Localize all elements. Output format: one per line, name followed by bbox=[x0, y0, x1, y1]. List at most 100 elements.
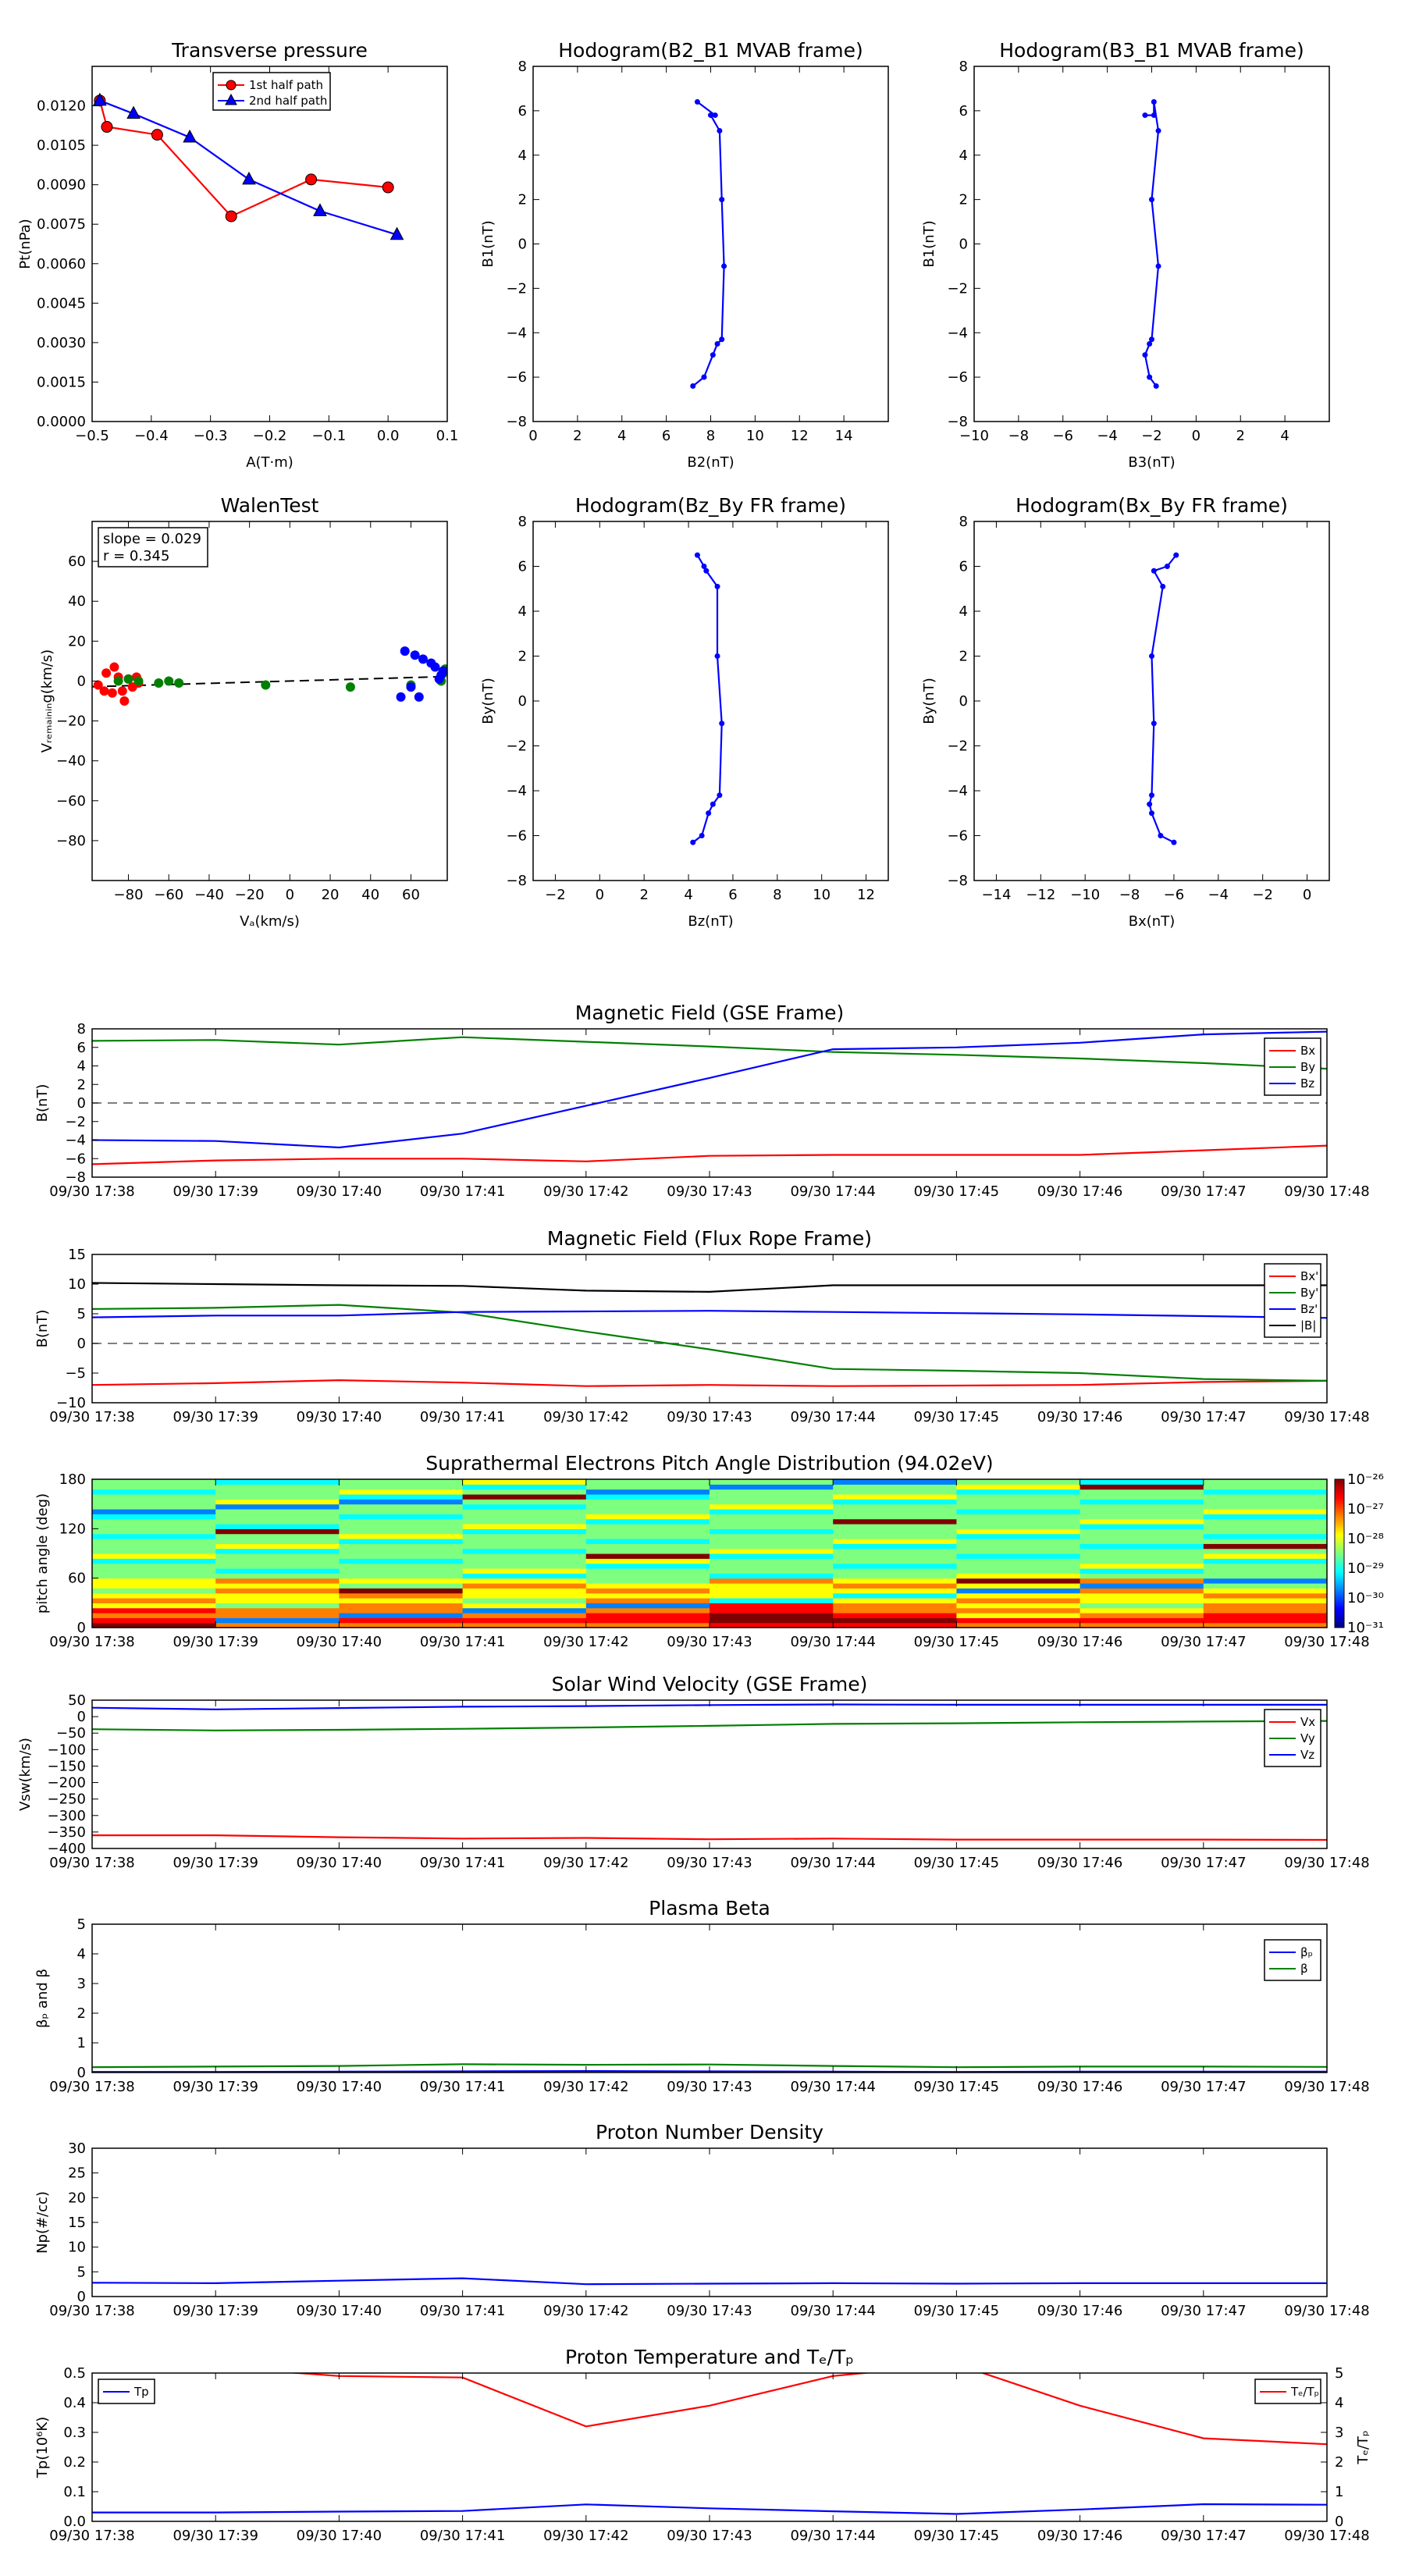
pad-cell bbox=[1203, 1489, 1328, 1495]
walen-frame bbox=[91, 521, 448, 881]
pad-xtick-label: 09/30 17:43 bbox=[667, 1634, 752, 1650]
walen-ytick-label: −20 bbox=[56, 713, 86, 730]
pad-cell bbox=[710, 1514, 834, 1520]
hodo_bxby-point bbox=[1160, 583, 1166, 589]
pad-cell bbox=[1203, 1613, 1328, 1618]
transverse-xtick-label: −0.2 bbox=[253, 428, 287, 444]
hodo_b2b1-point bbox=[714, 340, 720, 347]
mag_gse-xtick-label: 09/30 17:39 bbox=[173, 1183, 258, 1200]
pad-cell bbox=[710, 1558, 834, 1564]
hodo_bzby-point bbox=[699, 833, 705, 838]
transverse-point bbox=[382, 181, 394, 194]
pad-cell bbox=[956, 1509, 1081, 1514]
hodo_bxby-point bbox=[1149, 792, 1154, 799]
pad-cell bbox=[462, 1548, 587, 1554]
pad-cell bbox=[215, 1592, 340, 1599]
transverse-ytick-label: 0.0045 bbox=[37, 295, 86, 311]
panel-beta: Plasma Beta 0 1 2 3 4 5 09/30 17:38 09/30 17:39 0… bbox=[34, 1897, 1370, 2095]
pad-cell bbox=[1080, 1617, 1204, 1624]
pad-cell bbox=[833, 1598, 957, 1603]
walen-point bbox=[154, 678, 164, 688]
pad-cell bbox=[1203, 1479, 1328, 1485]
pad-cell bbox=[1080, 1598, 1204, 1603]
pad-cell bbox=[710, 1603, 834, 1609]
hodo_bxby-ytick-label: 2 bbox=[959, 649, 968, 665]
pad-cell bbox=[462, 1622, 587, 1628]
hodo_b3b1-ytick-label: −8 bbox=[947, 414, 968, 430]
pad-cell bbox=[462, 1598, 587, 1603]
pad-cell bbox=[215, 1543, 340, 1550]
pad-cell bbox=[1203, 1592, 1328, 1599]
pad-cell bbox=[1080, 1613, 1204, 1618]
pad-cell bbox=[462, 1528, 587, 1535]
hodo_bxby-ytick-label: 6 bbox=[959, 559, 968, 575]
density-xtick-label: 09/30 17:40 bbox=[297, 2303, 382, 2319]
pad-cell bbox=[833, 1607, 957, 1614]
pad-cell bbox=[710, 1598, 834, 1603]
pad-colorbar-label: 10⁻²⁸ bbox=[1347, 1531, 1384, 1547]
vsw-xtick-label: 09/30 17:45 bbox=[914, 1855, 999, 1871]
beta-legend bbox=[1264, 1939, 1321, 1981]
density-xtick-label: 09/30 17:43 bbox=[667, 2303, 752, 2319]
hodo_b2b1-point bbox=[690, 383, 696, 389]
mag_gse-ytick-label: −4 bbox=[65, 1133, 86, 1149]
hodo_bxby-ytick-label: 4 bbox=[959, 603, 968, 620]
beta-xtick-label: 09/30 17:46 bbox=[1037, 2079, 1122, 2095]
pad-cell bbox=[215, 1563, 340, 1569]
pad-cell bbox=[710, 1524, 834, 1529]
mag_fr-ytick-label: −5 bbox=[65, 1365, 86, 1382]
hodo_bzby-frame bbox=[532, 521, 889, 881]
pad-cell bbox=[92, 1563, 216, 1569]
pad-cell bbox=[833, 1583, 957, 1589]
hodo_b3b1-ytick-label: 0 bbox=[959, 237, 968, 253]
pad-cell bbox=[462, 1509, 587, 1514]
vsw-xtick-label: 09/30 17:48 bbox=[1284, 1855, 1369, 1871]
pad-xtick-label: 09/30 17:42 bbox=[543, 1634, 628, 1650]
hodo_b2b1-ylabel: B1(nT) bbox=[480, 220, 496, 267]
pad-colorbar bbox=[1334, 1478, 1345, 1628]
pad-cell bbox=[339, 1563, 464, 1569]
pad-cell bbox=[833, 1578, 957, 1584]
pad-cell bbox=[1203, 1539, 1328, 1544]
pad-cell bbox=[462, 1607, 587, 1614]
legend-label: 2nd half path bbox=[249, 94, 327, 108]
pad-ylabel: pitch angle (deg) bbox=[34, 1493, 51, 1614]
hodo_bxby-point bbox=[1149, 653, 1154, 659]
temp-ylabel: Tp(10⁶K) bbox=[34, 2417, 51, 2478]
mag_gse-ytick-label: 0 bbox=[77, 1095, 86, 1112]
transverse-xtick-label: −0.4 bbox=[134, 428, 169, 444]
pad-cell bbox=[1203, 1514, 1328, 1520]
pad-cell bbox=[462, 1484, 587, 1490]
transverse-ytick-label: 0.0105 bbox=[37, 137, 86, 154]
pad-cell bbox=[215, 1617, 340, 1624]
pad-cell bbox=[710, 1543, 834, 1550]
pad-cell bbox=[339, 1603, 464, 1609]
walen-point bbox=[164, 676, 174, 686]
pad-cell bbox=[1080, 1479, 1204, 1485]
mag_gse-ytick-label: 6 bbox=[77, 1040, 86, 1056]
hodo_b3b1-point bbox=[1151, 112, 1157, 119]
hodo_b3b1-point bbox=[1142, 112, 1148, 119]
pad-cell bbox=[1203, 1503, 1328, 1510]
pad-cell bbox=[956, 1553, 1081, 1559]
mag_gse-ytick-label: 2 bbox=[77, 1076, 86, 1093]
pad-cell bbox=[956, 1489, 1081, 1495]
hodo_bzby-ytick-label: −4 bbox=[506, 783, 527, 799]
pad-xtick-label: 09/30 17:46 bbox=[1037, 1634, 1122, 1650]
pad-cell bbox=[833, 1553, 957, 1559]
temp-xtick-label: 09/30 17:45 bbox=[914, 2528, 999, 2544]
pad-cell bbox=[956, 1563, 1081, 1569]
transverse-xtick-label: 0.1 bbox=[436, 428, 459, 444]
temp-right-ytick-label: 1 bbox=[1335, 2484, 1343, 2500]
pad-cell bbox=[92, 1573, 216, 1579]
walen-xtick-label: −60 bbox=[154, 887, 183, 903]
pad-cell bbox=[1203, 1568, 1328, 1574]
pad-cell bbox=[462, 1588, 587, 1594]
mag_gse-ytick-label: 8 bbox=[77, 1021, 86, 1037]
temp-ylabel-right: Tₑ/Tₚ bbox=[1355, 2430, 1371, 2464]
hodo_bxby-ytick-label: 0 bbox=[959, 693, 968, 710]
legend-label: Bx bbox=[1300, 1044, 1315, 1058]
pad-cell bbox=[339, 1479, 464, 1485]
pad-cell bbox=[215, 1514, 340, 1520]
